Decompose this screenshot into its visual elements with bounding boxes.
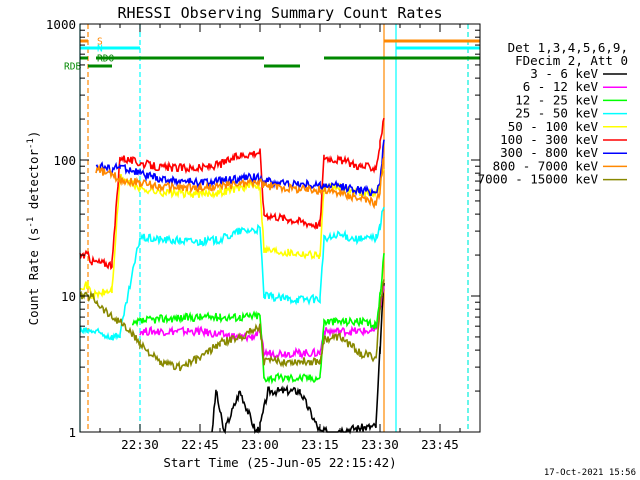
series-100-300-kev [79,117,385,271]
x-tick-label-23-30: 23:30 [361,437,399,452]
state-label-n: N [97,44,103,55]
legend-label-12-25-kev: 12 - 25 keV [515,92,598,107]
legend-header-1: FDecim 2, Att 0 [515,53,628,68]
series-25-50-kev [79,206,385,341]
legend-label-3-6-kev: 3 - 6 keV [530,66,598,81]
chart-title: RHESSI Observing Summary Count Rates [117,4,442,22]
x-tick-label-23-00: 23:00 [241,437,279,452]
series-7000-15000-kev [79,279,385,372]
y-axis-label-mid: detector [26,149,41,217]
legend-label-800-7000-kev: 800 - 7000 keV [493,158,599,173]
y-tick-label-10: 10 [61,289,76,304]
y-tick-label-1000: 1000 [46,17,76,32]
y-axis-label-sup1: -1 [26,217,36,228]
x-tick-label-22-45: 22:45 [181,437,219,452]
legend-label-50-100-kev: 50 - 100 keV [508,119,599,134]
state-label-rdo: RDO [97,54,114,65]
series-300-800-kev [95,139,385,197]
legend: Det 1,3,4,5,6,9,FDecim 2, Att 03 - 6 keV… [478,40,628,187]
x-tick-label-22-30: 22:30 [121,437,159,452]
series-800-7000-kev [95,156,385,210]
y-tick-label-1: 1 [68,425,76,440]
series-3-6-kev [211,282,385,435]
footer-date: 17-Oct-2021 15:56 [544,468,636,478]
y-axis-label-sup2: -1 [26,138,36,149]
y-axis-label: Count Rate (s-1 detector-1) [26,131,41,326]
legend-label-6-12-kev: 6 - 12 keV [523,79,599,94]
legend-label-300-800-kev: 300 - 800 keV [500,145,598,160]
axes: 22:30 22:45 23:00 23:15 23:30 23:45 1 10 100 1000 [46,17,481,452]
series-12-25-kev [131,253,385,385]
legend-label-100-300-kev: 100 - 300 keV [500,132,598,147]
x-tick-label-23-45: 23:45 [421,437,459,452]
legend-header-0: Det 1,3,4,5,6,9, [508,40,628,55]
vertical-markers [79,24,469,432]
y-axis-label-end: ) [26,131,41,139]
series-lines [79,117,385,435]
state-label-s: S [97,37,103,48]
legend-label-25-50-kev: 25 - 50 keV [515,106,598,121]
x-axis-label: Start Time (25-Jun-05 22:15:42) [163,455,396,470]
y-tick-label-100: 100 [53,153,76,168]
series-50-100-kev [79,168,385,300]
y-axis-label-main: Count Rate (s [26,228,41,326]
legend-label-7000-15000-kev: 7000 - 15000 keV [478,172,599,187]
state-label-rdb: RDB [64,62,81,73]
x-tick-label-23-15: 23:15 [301,437,339,452]
